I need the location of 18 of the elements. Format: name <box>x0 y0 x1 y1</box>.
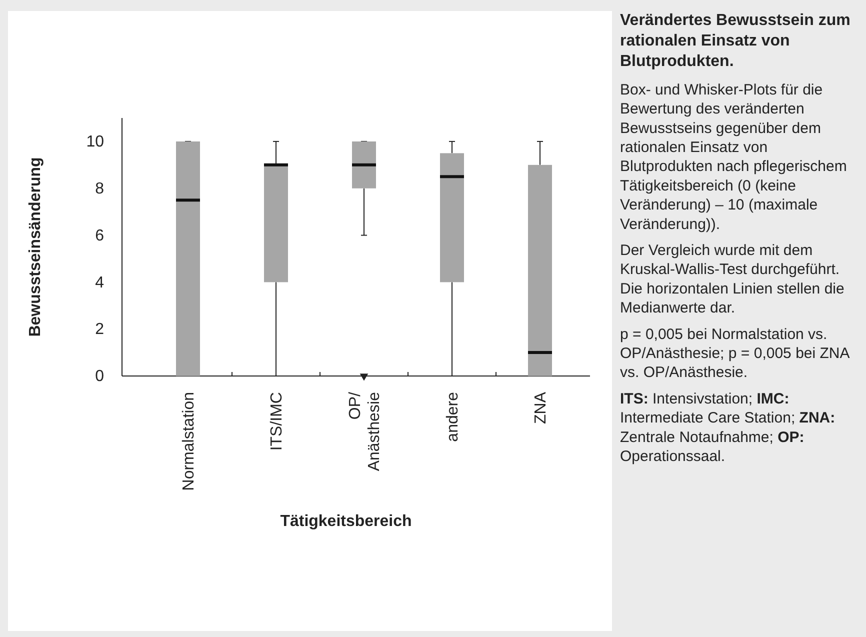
x-tick-label: ZNA <box>532 392 550 424</box>
text: p = 0,005 bei Normalstation vs. OP/Anästhesie; p = 0,005 bei ZNA vs. OP/Anästhesie. <box>620 326 850 382</box>
text: Der Vergleich wurde mit dem Kruskal-Wallis-Test durchgeführt. Die horizontalen Linien stellen die Medianwerte dar. <box>620 242 844 317</box>
y-tick-label: 2 <box>95 321 104 338</box>
x-axis-title: Tätigkeitsbereich <box>280 513 412 530</box>
chart-title: Verändertes Bewusstsein zum rationalen Einsatz von Blutprodukten. <box>620 12 850 70</box>
x-tick-label: Normalstation <box>180 392 198 491</box>
x-tick-label: ITS/IMC <box>268 392 286 451</box>
x-tick-label: OP/ Anästhesie <box>347 391 384 472</box>
text: Box- und Whisker-Plots für die Bewertung des veränderten Bewusstseins gegenüber dem rationalen Einsatz von Blutprodukten nach pflegerischem Tätigkeitsbereich (0 (keine Veränderung) – 10 (maximale Veränderung)). <box>620 81 847 233</box>
y-tick-label: 0 <box>95 368 104 386</box>
y-tick-label: 8 <box>95 180 104 198</box>
x-tick-label: andere <box>444 392 462 442</box>
text: ITS: Intensivstation; IMC: Intermediate Care Station; ZNA: Zentrale Notaufnahme; OP: Operationssaal. <box>620 390 836 466</box>
y-tick-label: 6 <box>95 227 104 244</box>
y-tick-label: 4 <box>95 274 104 292</box>
y-tick-label: 10 <box>86 134 104 151</box>
y-axis-title: Bewusstseinsänderung <box>27 157 44 337</box>
